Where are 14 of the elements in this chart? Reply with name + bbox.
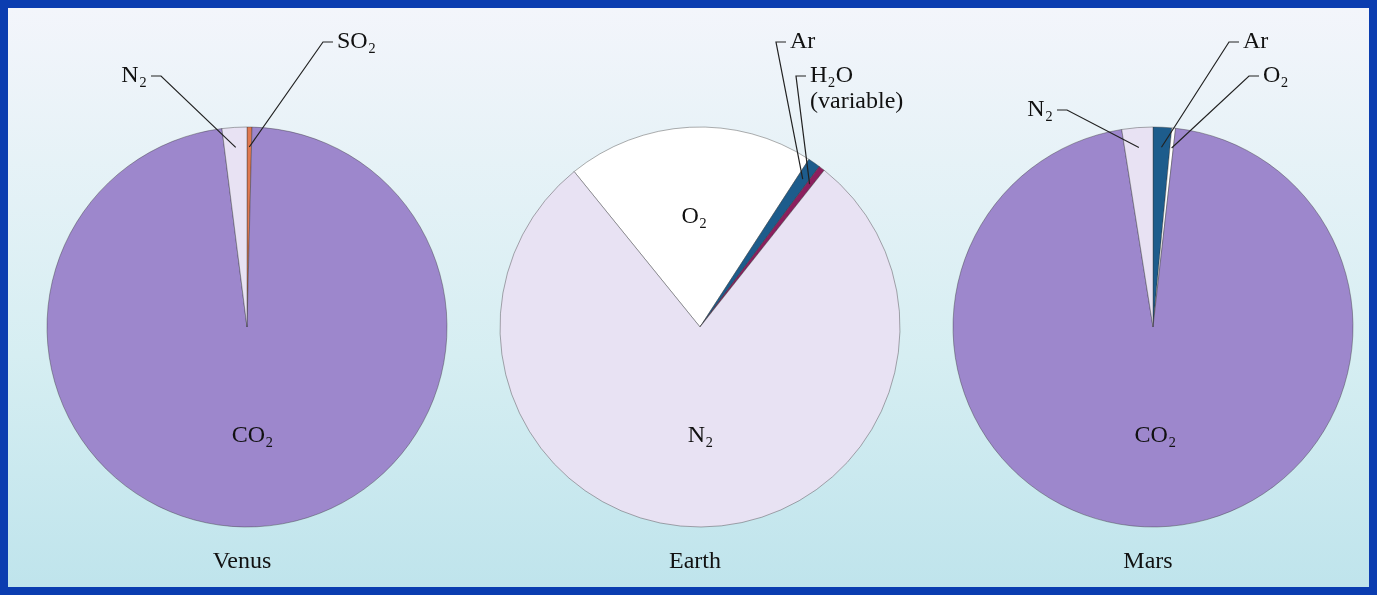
- text: Venus: [212, 547, 272, 573]
- text: Mars: [1123, 547, 1173, 573]
- slice-label: O₂: [681, 201, 708, 228]
- slice-label: O₂: [1263, 60, 1289, 87]
- slice-label: CO₂: [1134, 421, 1177, 448]
- slice-label: N₂: [687, 421, 714, 448]
- slice-label: N₂: [121, 60, 147, 87]
- slice-label: SO₂: [337, 26, 377, 53]
- slice-label: Ar: [790, 26, 816, 53]
- slice-label: H₂O (variable): [810, 60, 904, 113]
- slice-label: N₂: [1027, 94, 1053, 121]
- text: Earth: [669, 547, 721, 573]
- slice-label: CO₂: [231, 421, 274, 448]
- slice-label: Ar: [1243, 26, 1269, 53]
